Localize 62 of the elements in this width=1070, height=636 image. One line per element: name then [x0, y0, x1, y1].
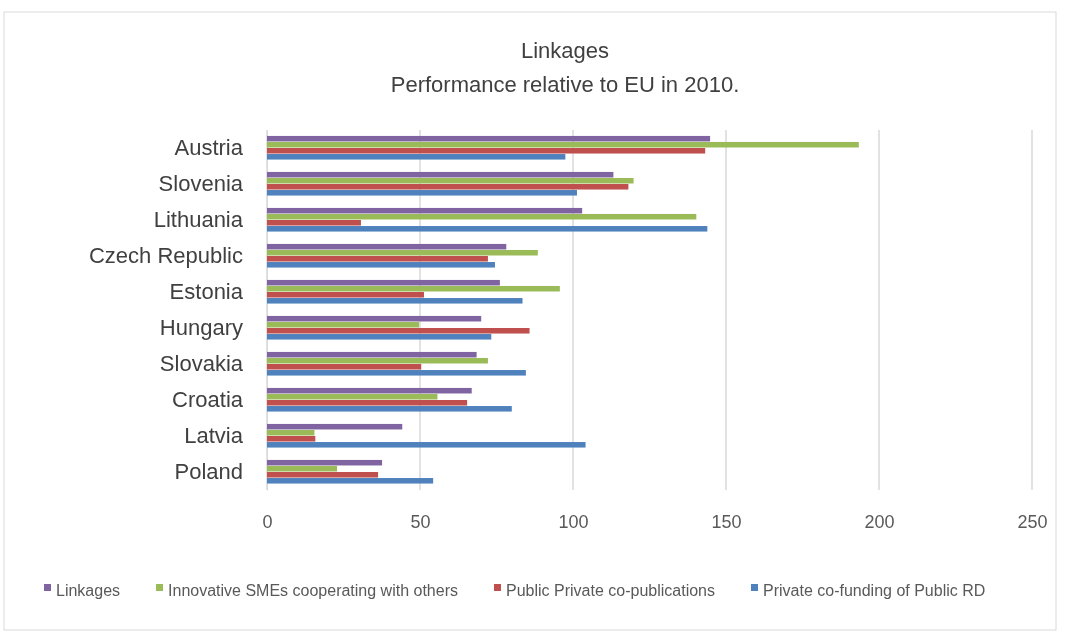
y-tick-label: Croatia	[172, 387, 244, 413]
legend-label: Innovative SMEs cooperating with others	[168, 581, 458, 599]
x-tick-label: 50	[410, 511, 431, 532]
x-tick-label: 100	[558, 511, 589, 532]
y-tick-label: Czech Republic	[88, 243, 243, 269]
bar	[267, 328, 530, 334]
y-tick-label: Slovenia	[158, 171, 244, 197]
chart-subtitle: Performance relative to EU in 2010.	[390, 72, 740, 97]
bar	[267, 465, 338, 472]
bar	[267, 207, 583, 214]
bar	[267, 364, 422, 370]
bar	[267, 292, 424, 298]
bar	[267, 279, 500, 286]
bar	[267, 351, 477, 358]
bar	[267, 387, 472, 394]
x-tick-label: 150	[711, 511, 742, 532]
y-tick-label: Estonia	[169, 279, 244, 305]
bar	[267, 262, 495, 268]
legend-label: Private co-funding of Public RD	[762, 581, 986, 599]
bar	[267, 220, 361, 226]
bar	[267, 478, 434, 484]
bar	[267, 141, 859, 148]
bar	[267, 243, 507, 250]
y-tick-label: Hungary	[159, 315, 243, 341]
bar	[267, 406, 512, 412]
bar	[267, 393, 438, 400]
legend-label: Linkages	[56, 581, 121, 599]
y-tick-label: Poland	[174, 459, 243, 485]
bar	[267, 249, 538, 256]
bar	[267, 423, 403, 430]
bar	[267, 400, 468, 406]
bar	[267, 256, 488, 262]
bar	[267, 285, 560, 292]
bar	[267, 472, 379, 478]
bar	[267, 321, 420, 328]
bar	[267, 213, 697, 220]
bar	[267, 190, 577, 196]
y-tick-label: Slovakia	[159, 351, 244, 377]
bar	[267, 177, 634, 184]
bar	[267, 334, 492, 340]
bar	[267, 184, 629, 190]
x-tick-label: 250	[1017, 511, 1048, 532]
bar	[267, 226, 708, 232]
bar	[267, 298, 523, 304]
legend-label: Public Private co-publications	[505, 581, 715, 599]
bar	[267, 154, 566, 160]
y-tick-label: Latvia	[184, 423, 244, 449]
bar	[267, 171, 614, 178]
bar	[267, 135, 711, 142]
x-tick-label: 200	[864, 511, 895, 532]
bar	[267, 442, 586, 448]
y-tick-label: Austria	[174, 135, 244, 161]
bar	[267, 436, 316, 442]
y-tick-label: Lithuania	[153, 207, 244, 233]
x-tick-label: 0	[262, 511, 273, 532]
bar	[267, 315, 482, 322]
bar	[267, 357, 488, 364]
bar	[267, 370, 526, 376]
bar	[267, 148, 706, 154]
chart-title: Linkages	[520, 38, 610, 63]
bar	[267, 459, 383, 466]
bar	[267, 429, 315, 436]
